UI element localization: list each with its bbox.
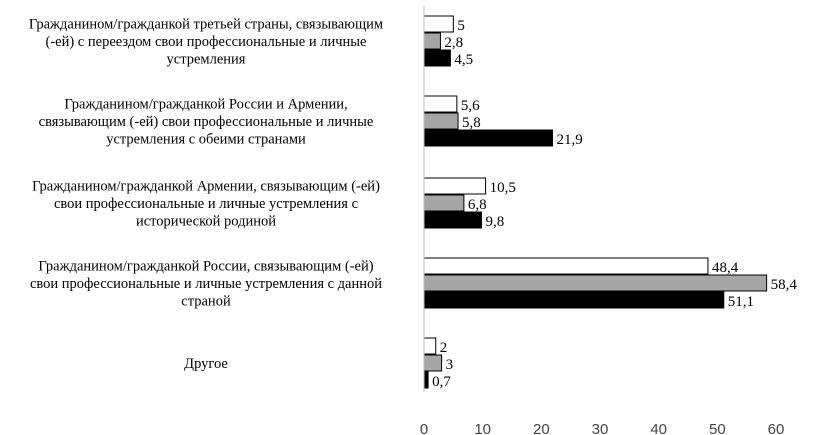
category-label-2-line-2: связывающим (-ей) свои профессиональные … xyxy=(39,114,374,130)
data-label-cat3-series1: 10,5 xyxy=(490,180,516,196)
data-label-cat2-series3: 21,9 xyxy=(556,132,582,148)
data-label-cat4-series3: 51,1 xyxy=(728,294,754,310)
data-label-cat3-series2: 6,8 xyxy=(468,197,487,213)
data-label-cat4-series2: 58,4 xyxy=(771,277,798,293)
x-tick-label-0: 0 xyxy=(420,421,428,435)
bar-cat3-series3 xyxy=(423,211,482,229)
bar-cat3-series2 xyxy=(423,194,465,212)
bar-cat5-series3 xyxy=(423,371,429,389)
category-label-1-line-3: устремления xyxy=(167,52,246,68)
data-label-cat2-series1: 5,6 xyxy=(461,98,480,114)
bar-cat2-series3 xyxy=(423,129,553,147)
category-label-4-line-3: страной xyxy=(181,294,231,310)
x-tick-label-10: 10 xyxy=(474,421,491,435)
category-label-4-line-1: Гражданином/гражданкой России, связывающ… xyxy=(38,259,373,275)
data-label-cat5-series3: 0,7 xyxy=(432,374,451,390)
bar-cat5-series1 xyxy=(423,337,437,355)
bar-cat2-series1 xyxy=(423,95,458,113)
bar-cat4-series3 xyxy=(423,291,725,309)
data-label-cat2-series2: 5,8 xyxy=(462,115,481,131)
bar-cat5-series2 xyxy=(423,354,443,372)
category-label-4-line-2: свои профессиональные и личные устремлен… xyxy=(30,276,382,292)
bar-cat3-series1 xyxy=(423,177,487,195)
x-tick-labels: 0 10 20 30 40 50 60 xyxy=(420,421,785,435)
category-label-1-line-1: Гражданином/гражданкой третьей страны, с… xyxy=(29,17,383,33)
value-labels: 52,84,5 5,65,8 21,9 10,56,89,8 48,4 58,4 51,1 2… xyxy=(432,18,797,390)
category-label-3-line-1: Гражданином/гражданкой Армении, связываю… xyxy=(32,179,380,195)
x-tick-label-20: 20 xyxy=(533,421,550,435)
x-tick-label-60: 60 xyxy=(768,421,785,435)
category-label-3-line-2: свои профессиональные и личные устремлен… xyxy=(54,196,358,212)
data-label-cat5-series1: 2 xyxy=(440,340,448,356)
category-label-2-line-3: устремления с обеими странами xyxy=(106,132,306,148)
bar-cat1-series3 xyxy=(423,49,451,67)
data-label-cat5-series2: 3 xyxy=(446,357,454,373)
bar-cat1-series2 xyxy=(423,32,441,50)
data-label-cat1-series1: 5 xyxy=(457,18,465,34)
bar-cat1-series1 xyxy=(423,15,454,33)
bar-cat4-series2 xyxy=(423,274,768,292)
x-tick-label-50: 50 xyxy=(709,421,726,435)
bar-cat4-series1 xyxy=(423,257,709,275)
category-label-5-line-1: Другое xyxy=(184,356,228,372)
category-label-1-line-2: (-ей) с переездом свои профессиональные … xyxy=(46,34,367,50)
category-labels: Гражданином/гражданкой третьей страны, с… xyxy=(29,17,383,373)
data-label-cat3-series3: 9,8 xyxy=(485,214,504,230)
data-label-cat1-series2: 2,8 xyxy=(444,35,463,51)
data-label-cat1-series3: 4,5 xyxy=(454,52,473,68)
bar-cat2-series2 xyxy=(423,112,459,130)
category-label-3-line-3: исторической родиной xyxy=(136,214,276,230)
x-tick-label-40: 40 xyxy=(650,421,667,435)
x-tick-label-30: 30 xyxy=(592,421,609,435)
data-label-cat4-series1: 48,4 xyxy=(712,260,739,276)
category-label-2-line-1: Гражданином/гражданкой России и Армении, xyxy=(64,97,347,113)
